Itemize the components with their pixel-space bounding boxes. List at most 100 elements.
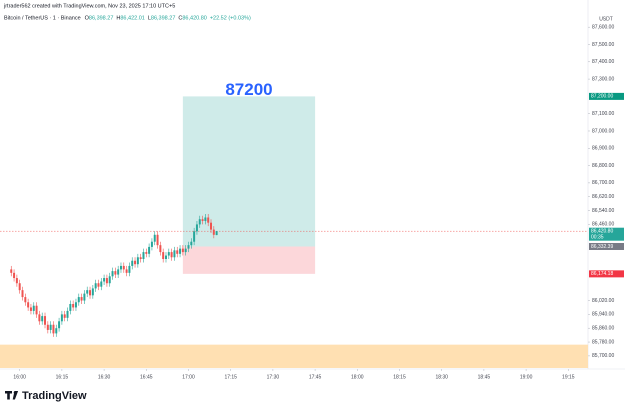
candle-body bbox=[128, 265, 131, 273]
candle-body bbox=[103, 278, 106, 282]
x-tick-label: 17:45 bbox=[309, 374, 322, 380]
ohlc-value: 86,420.80 bbox=[182, 15, 206, 21]
candle-body bbox=[111, 271, 114, 277]
ohlc-label: C bbox=[178, 15, 182, 21]
candle-body bbox=[72, 303, 75, 308]
y-tick-label: 86,900.00 bbox=[592, 146, 614, 152]
candle-body bbox=[97, 283, 100, 287]
candle-body bbox=[21, 290, 24, 298]
currency: USDT bbox=[599, 16, 613, 22]
candle-body bbox=[125, 269, 128, 273]
candle-body bbox=[86, 290, 89, 294]
x-tick-label: 19:15 bbox=[562, 374, 575, 380]
candle-body bbox=[153, 234, 156, 242]
candle-body bbox=[164, 255, 167, 260]
candle-body bbox=[204, 217, 207, 221]
candle-body bbox=[190, 241, 193, 246]
candle-body bbox=[13, 272, 16, 279]
brand-name: TradingView bbox=[22, 390, 87, 402]
ohlc-label: O bbox=[85, 15, 90, 21]
candle-body bbox=[46, 324, 49, 330]
credit: jrtrader562 created with TradingView.com… bbox=[3, 3, 175, 9]
logo-dot bbox=[13, 391, 17, 394]
candle-body bbox=[35, 305, 38, 315]
candle-body bbox=[150, 241, 153, 247]
candle-body bbox=[215, 231, 218, 236]
ohlc-label: L bbox=[148, 15, 151, 21]
last-price-box-label: 86,420.80 bbox=[591, 229, 613, 235]
candle-body bbox=[195, 224, 198, 232]
candle-body bbox=[207, 217, 210, 223]
target-price-box bbox=[589, 92, 624, 100]
x-tick-label: 16:15 bbox=[56, 374, 69, 380]
candle-body bbox=[15, 278, 18, 284]
countdown: 00:35 bbox=[591, 235, 604, 241]
ohlc-value: 86,422.01 bbox=[120, 15, 144, 21]
candle-body bbox=[148, 246, 151, 254]
candle-body bbox=[181, 248, 184, 253]
x-tick-label: 16:45 bbox=[140, 374, 153, 380]
candle-body bbox=[58, 321, 61, 329]
candle-body bbox=[198, 219, 201, 225]
candle-body bbox=[27, 302, 30, 308]
entry-price-box bbox=[589, 242, 624, 250]
candle-body bbox=[179, 248, 182, 254]
plot-area bbox=[0, 96, 588, 368]
candle-body bbox=[18, 283, 21, 291]
change: +22.52 (+0.03%) bbox=[210, 15, 251, 21]
entry-price-box-label: 86,332.39 bbox=[591, 244, 613, 250]
candle-body bbox=[201, 219, 204, 221]
candle-body bbox=[69, 303, 72, 311]
candle-body bbox=[159, 245, 162, 253]
x-tick-label: 18:15 bbox=[393, 374, 406, 380]
brand-logo bbox=[5, 391, 19, 400]
candle-body bbox=[156, 234, 159, 246]
candle-body bbox=[100, 281, 103, 287]
x-tick-label: 18:30 bbox=[435, 374, 448, 380]
candle-body bbox=[52, 324, 55, 334]
y-tick-label: 86,460.00 bbox=[592, 222, 614, 228]
y-tick-label: 87,500.00 bbox=[592, 42, 614, 48]
ohlc-value: 86,398.27 bbox=[151, 15, 175, 21]
y-tick-label: 86,020.00 bbox=[592, 298, 614, 304]
candle-body bbox=[167, 252, 170, 256]
highlight-zone bbox=[0, 344, 588, 368]
candle-body bbox=[74, 302, 77, 308]
x-tick-label: 18:45 bbox=[478, 374, 491, 380]
candle-body bbox=[80, 297, 83, 301]
target-zone bbox=[182, 96, 316, 247]
candle-body bbox=[91, 288, 94, 296]
candle-body bbox=[77, 297, 80, 303]
candle-body bbox=[49, 324, 52, 330]
y-tick-label: 85,940.00 bbox=[592, 312, 614, 318]
ohlc-label: H bbox=[116, 15, 120, 21]
target-price-box-label: 87,200.00 bbox=[591, 94, 613, 100]
candle-body bbox=[38, 314, 41, 322]
candle-body bbox=[176, 250, 179, 254]
candle-body bbox=[41, 316, 44, 322]
candle-body bbox=[170, 252, 173, 258]
y-tick-label: 86,800.00 bbox=[592, 163, 614, 169]
candle-body bbox=[55, 328, 58, 334]
candle-body bbox=[44, 316, 47, 325]
y-tick-label: 87,400.00 bbox=[592, 59, 614, 65]
candle-body bbox=[108, 276, 111, 284]
candle-body bbox=[119, 265, 122, 270]
candle-body bbox=[117, 269, 120, 275]
candle-body bbox=[24, 297, 27, 303]
candle-body bbox=[134, 260, 137, 265]
candle-body bbox=[122, 265, 125, 270]
candle-body bbox=[187, 245, 190, 249]
x-tick-label: 16:30 bbox=[98, 374, 111, 380]
candle-body bbox=[210, 222, 213, 230]
candle-body bbox=[83, 293, 86, 301]
candle-body bbox=[66, 310, 69, 318]
candle-body bbox=[193, 231, 196, 242]
target-text: 87200 bbox=[225, 80, 272, 99]
x-tick-label: 17:00 bbox=[182, 374, 195, 380]
y-tick-label: 86,540.00 bbox=[592, 208, 614, 214]
candle-body bbox=[145, 252, 148, 254]
y-tick-label: 86,700.00 bbox=[592, 180, 614, 186]
y-tick-label: 85,780.00 bbox=[592, 339, 614, 345]
